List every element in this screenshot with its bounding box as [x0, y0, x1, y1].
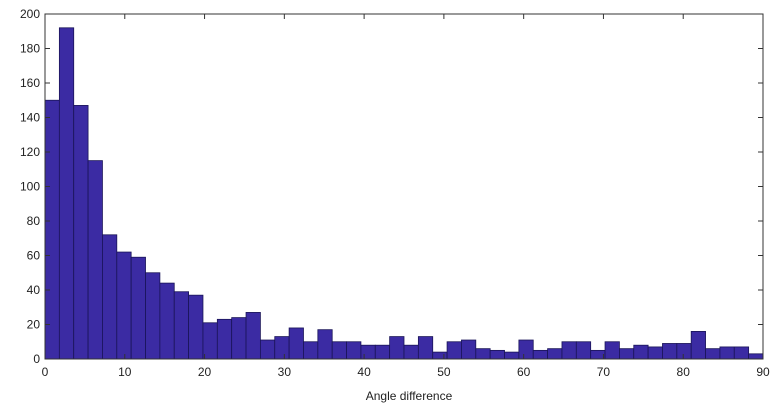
y-tick-label: 180	[20, 42, 40, 56]
x-tick-label: 60	[517, 365, 531, 379]
histogram-bar	[690, 330, 706, 360]
histogram-bar	[489, 349, 505, 360]
y-tick-label: 120	[20, 145, 40, 159]
histogram-bar	[317, 329, 333, 360]
histogram-bar	[202, 322, 218, 360]
x-tick-label: 50	[437, 365, 451, 379]
x-tick-label: 80	[677, 365, 691, 379]
histogram-bar	[547, 348, 563, 360]
histogram-bar	[58, 27, 75, 360]
histogram-bar	[374, 344, 391, 360]
x-tick-label: 20	[198, 365, 212, 379]
histogram-bar	[87, 160, 103, 360]
histogram-bar	[619, 348, 635, 360]
histogram-bar	[145, 272, 161, 360]
histogram-bar	[417, 336, 434, 360]
histogram-bar	[360, 344, 376, 360]
histogram-bar	[73, 105, 89, 360]
y-tick-label: 100	[20, 180, 40, 194]
histogram-bar	[561, 341, 577, 360]
x-tick-label: 30	[278, 365, 292, 379]
histogram-bar	[633, 344, 649, 360]
x-axis-label: Angle difference	[366, 389, 453, 403]
histogram-bar	[403, 344, 419, 360]
histogram-bar	[346, 341, 362, 360]
y-tick-label: 200	[20, 7, 40, 21]
histogram-bar	[331, 341, 347, 360]
x-tick-label: 0	[42, 365, 49, 379]
histogram-bar	[475, 348, 491, 360]
histogram-bar	[303, 341, 319, 360]
histogram-bar	[719, 346, 735, 360]
histogram-bar	[188, 294, 204, 360]
y-tick-label: 80	[27, 214, 41, 228]
y-tick-label: 40	[27, 283, 41, 297]
x-axis-ticks: 0 10 20 30 40 50 60 70 80 90	[42, 14, 770, 379]
histogram-bar	[532, 349, 548, 360]
histogram-bar	[130, 256, 146, 360]
x-tick-label: 10	[118, 365, 132, 379]
histogram-bar	[102, 234, 118, 360]
histogram-bar	[662, 343, 678, 360]
histogram-bar	[288, 327, 304, 360]
histogram-bar	[733, 346, 750, 360]
histogram-bar	[504, 351, 520, 360]
histogram-bar	[575, 341, 592, 360]
histogram-bar	[604, 341, 620, 360]
histogram-bar	[389, 336, 405, 360]
histogram-bar	[159, 282, 175, 360]
histogram-bar	[461, 339, 477, 360]
histogram-bar	[231, 317, 247, 360]
histogram-bar	[647, 346, 663, 360]
histogram-bar	[259, 339, 276, 360]
histogram-bar	[116, 251, 132, 360]
histogram-bar	[676, 343, 692, 360]
histogram-bar	[173, 291, 190, 360]
y-tick-label: 160	[20, 76, 40, 90]
histogram-bar	[44, 99, 60, 360]
y-tick-label: 20	[27, 318, 41, 332]
y-tick-label: 60	[27, 249, 41, 263]
histogram-bar	[274, 336, 290, 360]
y-tick-label: 140	[20, 111, 40, 125]
y-axis-ticks: 0 20 40 60 80 100 120 140 160 180 200	[20, 7, 763, 366]
x-tick-label: 90	[756, 365, 770, 379]
histogram-bar	[432, 351, 448, 360]
histogram-bar	[518, 339, 534, 360]
histogram-bar	[705, 348, 721, 360]
histogram-bar	[590, 349, 606, 360]
histogram-bar	[216, 318, 233, 360]
y-tick-label: 0	[33, 352, 40, 366]
histogram-bar	[748, 353, 764, 360]
x-tick-label: 70	[597, 365, 611, 379]
histogram-bar	[446, 341, 462, 360]
histogram-bar	[245, 312, 261, 360]
x-tick-label: 40	[357, 365, 371, 379]
